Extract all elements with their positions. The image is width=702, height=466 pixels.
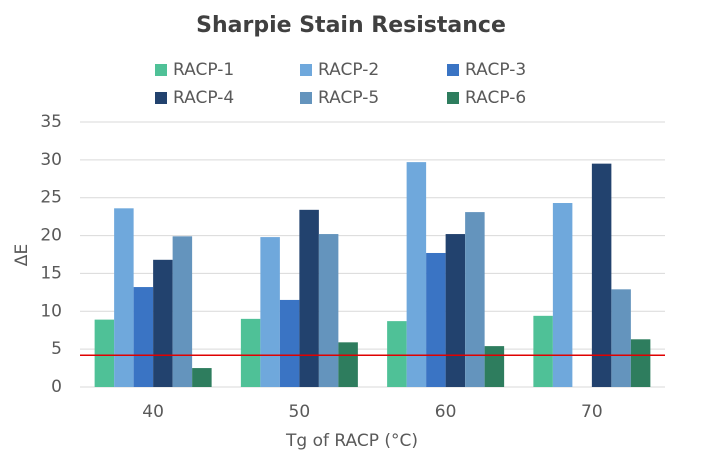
bar	[172, 236, 193, 387]
legend-swatch	[447, 64, 459, 76]
bar	[406, 162, 427, 387]
bar	[260, 237, 280, 387]
x-tick-label: 60	[435, 402, 457, 422]
legend-swatch	[447, 92, 459, 104]
bar	[299, 209, 319, 387]
bar	[279, 299, 300, 387]
legend-swatch	[300, 64, 312, 76]
y-tick-label: 10	[40, 301, 62, 321]
x-tick-label: 50	[289, 402, 311, 422]
legend-label: RACP-1	[173, 60, 234, 80]
bar	[153, 259, 173, 387]
bar	[387, 321, 407, 387]
bar	[484, 346, 505, 387]
bar	[94, 319, 115, 387]
legend-label: RACP-2	[318, 60, 379, 80]
bar	[240, 318, 261, 387]
x-tick-label: 40	[142, 402, 164, 422]
bar	[552, 203, 573, 387]
bar	[133, 287, 154, 387]
x-axis-title: Tg of RACP (°C)	[285, 431, 418, 451]
x-tick-label: 70	[581, 402, 603, 422]
bar	[338, 342, 358, 387]
legend-label: RACP-4	[173, 88, 234, 108]
legend-label: RACP-3	[465, 60, 526, 80]
y-tick-label: 30	[40, 150, 62, 170]
bar	[533, 315, 553, 387]
legend-swatch	[155, 64, 167, 76]
bar	[445, 234, 466, 387]
chart-title: Sharpie Stain Resistance	[196, 13, 506, 38]
legend-label: RACP-6	[465, 88, 526, 108]
y-tick-label: 5	[51, 339, 62, 359]
bar	[318, 234, 339, 387]
legend-swatch	[300, 92, 312, 104]
legend-swatch	[155, 92, 167, 104]
y-tick-label: 20	[40, 226, 62, 246]
y-tick-label: 35	[40, 112, 62, 132]
y-tick-label: 25	[40, 188, 62, 208]
bar	[611, 289, 631, 387]
bar	[192, 368, 212, 387]
bar	[114, 208, 134, 387]
bar	[465, 212, 485, 387]
y-tick-label: 0	[51, 377, 62, 397]
bar	[630, 339, 651, 387]
bar	[426, 252, 446, 387]
bar	[591, 163, 612, 387]
legend-label: RACP-5	[318, 88, 379, 108]
y-tick-label: 15	[40, 263, 62, 283]
y-axis-title: ΔE	[12, 244, 32, 266]
